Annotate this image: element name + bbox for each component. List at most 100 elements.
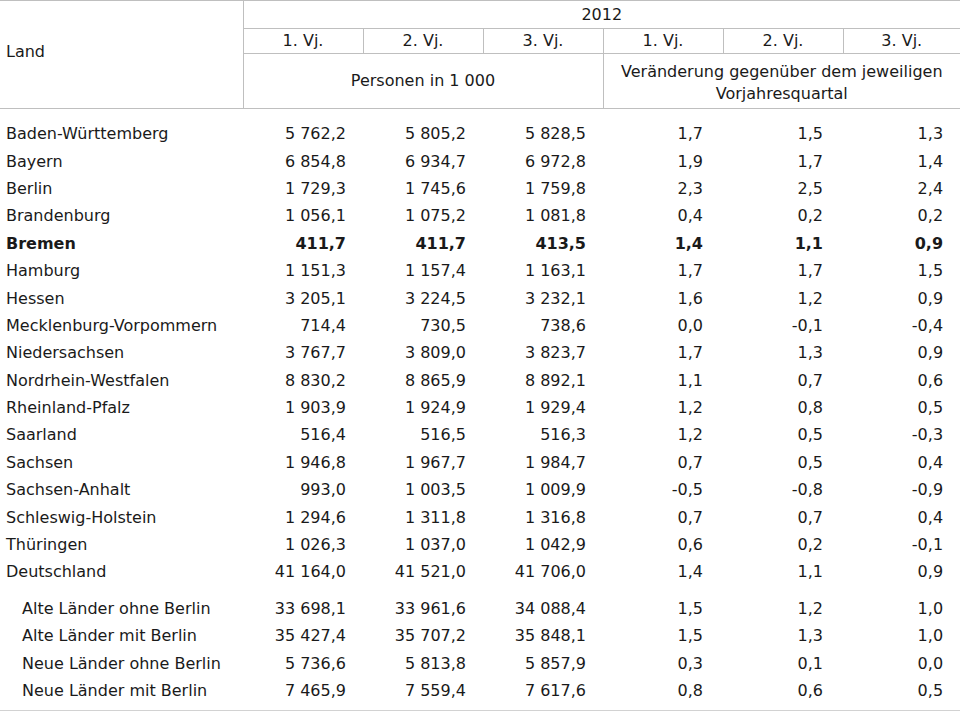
value-cell: 34 088,4 (483, 595, 603, 622)
table-row: Rheinland-Pfalz1 903,91 924,91 929,41,20… (0, 394, 960, 421)
year-header: 2012 (243, 1, 960, 29)
value-cell: 0,9 (843, 230, 960, 257)
value-cell: 41 164,0 (243, 559, 363, 586)
value-cell: 0,5 (723, 449, 843, 476)
land-cell: Hamburg (0, 257, 243, 284)
land-cell: Deutschland (0, 559, 243, 586)
group-header-persons: Personen in 1 000 (243, 54, 603, 109)
value-cell: 738,6 (483, 312, 603, 339)
value-cell: 1 967,7 (363, 449, 483, 476)
value-cell: 1,4 (603, 559, 723, 586)
table-row: Mecklenburg-Vorpommern714,4730,5738,60,0… (0, 312, 960, 339)
value-cell: 1 929,4 (483, 394, 603, 421)
table-row: Niedersachsen3 767,73 809,03 823,71,71,3… (0, 340, 960, 367)
value-cell: 1,3 (843, 121, 960, 148)
value-cell: 1 316,8 (483, 504, 603, 531)
value-cell: 8 865,9 (363, 367, 483, 394)
value-cell: 5 736,6 (243, 650, 363, 677)
table-row: Hessen3 205,13 224,53 232,11,61,20,9 (0, 285, 960, 312)
land-cell: Saarland (0, 422, 243, 449)
value-cell: 7 559,4 (363, 677, 483, 704)
land-cell: Sachsen (0, 449, 243, 476)
value-cell: 1,1 (723, 559, 843, 586)
value-cell: 5 762,2 (243, 121, 363, 148)
value-cell: 516,5 (363, 422, 483, 449)
value-cell: 0,7 (603, 504, 723, 531)
value-cell: 2,5 (723, 175, 843, 202)
land-cell: Bayern (0, 148, 243, 175)
value-cell: 41 706,0 (483, 559, 603, 586)
value-cell: 0,3 (603, 650, 723, 677)
value-cell: 3 823,7 (483, 340, 603, 367)
value-cell: 35 427,4 (243, 623, 363, 650)
value-cell: 1,3 (723, 340, 843, 367)
value-cell: 0,0 (603, 312, 723, 339)
value-cell: 1,4 (843, 148, 960, 175)
value-cell: 7 617,6 (483, 677, 603, 704)
value-cell: 1 003,5 (363, 477, 483, 504)
table-row: Nordrhein-Westfalen8 830,28 865,98 892,1… (0, 367, 960, 394)
value-cell: 1 294,6 (243, 504, 363, 531)
value-cell: 516,3 (483, 422, 603, 449)
value-cell: 35 707,2 (363, 623, 483, 650)
land-cell: Nordrhein-Westfalen (0, 367, 243, 394)
value-cell: 1,7 (723, 148, 843, 175)
land-cell: Bremen (0, 230, 243, 257)
value-cell: 2,4 (843, 175, 960, 202)
value-cell: 1 151,3 (243, 257, 363, 284)
table-row: Bayern6 854,86 934,76 972,81,91,71,4 (0, 148, 960, 175)
value-cell: 1 311,8 (363, 504, 483, 531)
value-cell: 1 745,6 (363, 175, 483, 202)
value-cell: 0,5 (723, 422, 843, 449)
value-cell: 0,5 (843, 394, 960, 421)
value-cell: 1 924,9 (363, 394, 483, 421)
value-cell: 0,7 (603, 449, 723, 476)
spacer-row (0, 109, 960, 121)
value-cell: 0,2 (723, 531, 843, 558)
value-cell: 1,9 (603, 148, 723, 175)
value-cell: 1,7 (723, 257, 843, 284)
value-cell: 3 224,5 (363, 285, 483, 312)
land-cell: Brandenburg (0, 203, 243, 230)
value-cell: 0,7 (723, 367, 843, 394)
table-row: Saarland516,4516,5516,31,20,5-0,3 (0, 422, 960, 449)
value-cell: 0,8 (723, 394, 843, 421)
value-cell: 6 934,7 (363, 148, 483, 175)
quarter-header-2: 2. Vj. (363, 29, 483, 54)
table-row: Thüringen1 026,31 037,01 042,90,60,2-0,1 (0, 531, 960, 558)
value-cell: 1,5 (843, 257, 960, 284)
value-cell: 1,5 (723, 121, 843, 148)
value-cell: 1,0 (843, 623, 960, 650)
value-cell: 1 729,3 (243, 175, 363, 202)
value-cell: 0,9 (843, 559, 960, 586)
land-cell: Alte Länder ohne Berlin (0, 595, 243, 622)
value-cell: 993,0 (243, 477, 363, 504)
value-cell: 1,2 (603, 394, 723, 421)
value-cell: 714,4 (243, 312, 363, 339)
value-cell: 0,7 (723, 504, 843, 531)
value-cell: 1 037,0 (363, 531, 483, 558)
value-cell: 8 892,1 (483, 367, 603, 394)
value-cell: -0,9 (843, 477, 960, 504)
table-row: Baden-Württemberg5 762,25 805,25 828,51,… (0, 121, 960, 148)
value-cell: 413,5 (483, 230, 603, 257)
value-cell: 1,5 (603, 595, 723, 622)
table-row: Hamburg1 151,31 157,41 163,11,71,71,5 (0, 257, 960, 284)
value-cell: 5 857,9 (483, 650, 603, 677)
value-cell: 8 830,2 (243, 367, 363, 394)
value-cell: 0,4 (603, 203, 723, 230)
land-cell: Niedersachsen (0, 340, 243, 367)
value-cell: 3 232,1 (483, 285, 603, 312)
table-row: Bremen411,7411,7413,51,41,10,9 (0, 230, 960, 257)
group-header-change: Veränderung gegenüber dem jeweiligen Vor… (603, 54, 960, 109)
value-cell: 730,5 (363, 312, 483, 339)
value-cell: 1,2 (723, 595, 843, 622)
value-cell: 0,6 (603, 531, 723, 558)
value-cell: 3 809,0 (363, 340, 483, 367)
table-row: Alte Länder ohne Berlin33 698,133 961,63… (0, 595, 960, 622)
value-cell: 1 026,3 (243, 531, 363, 558)
value-cell: 1,7 (603, 340, 723, 367)
value-cell: 35 848,1 (483, 623, 603, 650)
value-cell: 516,4 (243, 422, 363, 449)
value-cell: 1 157,4 (363, 257, 483, 284)
